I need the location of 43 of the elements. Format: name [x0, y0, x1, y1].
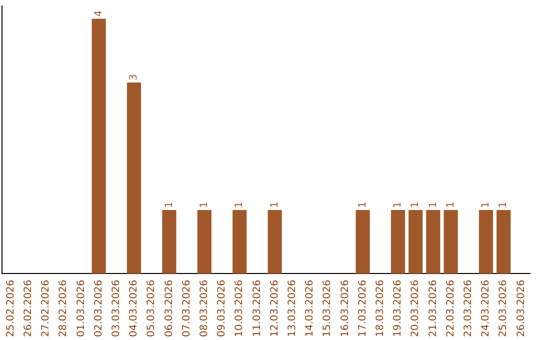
x-tick-label: 02.03.2026: [93, 280, 104, 338]
data-label: 1: [198, 202, 210, 208]
x-tick-label: 09.03.2026: [216, 280, 228, 338]
x-tick-label: 13.03.2026: [286, 280, 298, 338]
x-tick-label: 15.03.2026: [322, 280, 334, 338]
data-label: 1: [428, 202, 439, 208]
x-tick-label: 25.03.2026: [498, 280, 510, 338]
x-tick-label: 17.03.2026: [357, 280, 368, 338]
x-tick-label: 04.03.2026: [128, 280, 140, 338]
data-label: 1: [410, 202, 422, 208]
x-tick-label: 10.03.2026: [234, 280, 246, 338]
x-tick-label: 25.02.2026: [5, 280, 16, 338]
x-tick-label: 16.03.2026: [340, 280, 351, 338]
x-tick-label: 07.03.2026: [181, 280, 192, 338]
x-tick-label: 20.03.2026: [410, 280, 422, 338]
data-label: 3: [128, 74, 140, 80]
data-label: 1: [269, 202, 280, 208]
x-tick-label: 26.02.2026: [22, 280, 34, 338]
x-tick-label: 14.03.2026: [304, 280, 316, 338]
x-tick-label: 21.03.2026: [428, 280, 439, 338]
data-label: 1: [480, 202, 492, 208]
x-tick-label: 18.03.2026: [374, 280, 386, 338]
x-tick-label: 27.02.2026: [40, 280, 52, 338]
x-tick-label: 01.03.2026: [76, 280, 87, 338]
x-tick-label: 26.03.2026: [516, 280, 527, 338]
x-tick-label: 24.03.2026: [480, 280, 492, 338]
x-tick-label: 06.03.2026: [164, 280, 175, 338]
data-label: 1: [234, 202, 246, 208]
x-tick-label: 23.03.2026: [462, 280, 474, 338]
x-tick-label: 19.03.2026: [392, 280, 404, 338]
x-tick-label: 05.03.2026: [146, 280, 158, 338]
data-label: 1: [445, 202, 456, 208]
data-label: 1: [498, 202, 510, 208]
data-label: 1: [357, 202, 368, 208]
x-tick-label: 08.03.2026: [198, 280, 210, 338]
data-label: 1: [164, 202, 175, 208]
x-tick-label: 11.03.2026: [252, 280, 263, 338]
x-tick-label: 03.03.2026: [110, 280, 122, 338]
data-label: 4: [93, 10, 104, 17]
x-tick-label: 12.03.2026: [269, 280, 280, 338]
x-tick-label: 22.03.2026: [445, 280, 456, 338]
x-tick-label: 28.02.2026: [58, 280, 70, 338]
data-label: 1: [392, 202, 404, 208]
